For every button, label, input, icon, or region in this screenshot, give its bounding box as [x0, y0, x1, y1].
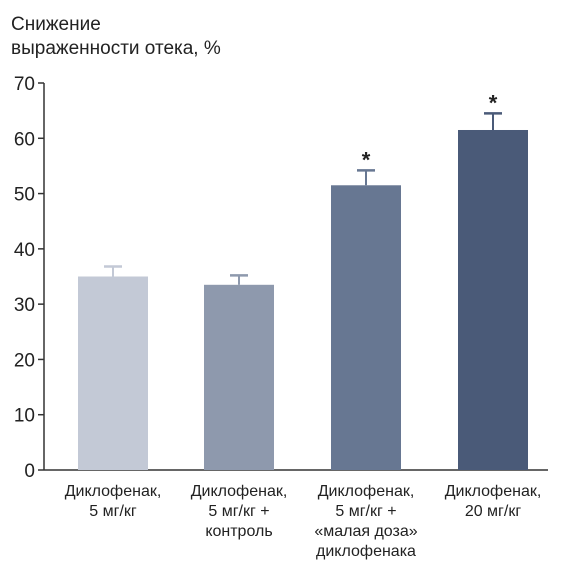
bar-2: [204, 284, 274, 470]
category-label-1-line-1: Диклофенак,: [65, 483, 162, 500]
bars: [78, 129, 528, 470]
significance-markers: **: [362, 90, 498, 172]
significance-star-3: *: [362, 147, 371, 172]
error-bars: [104, 112, 502, 285]
y-tick-label: 70: [14, 74, 35, 95]
y-tick-label: 50: [14, 185, 35, 206]
category-label-4-line-1: Диклофенак,: [445, 483, 542, 500]
category-label-3-line-2: 5 мг/кг +: [335, 503, 396, 520]
significance-star-4: *: [489, 90, 498, 115]
y-axis-label-line-1: выраженности отека, %: [11, 38, 221, 59]
category-label-3-line-3: «малая доза»: [314, 523, 417, 540]
y-tick-label: 0: [24, 461, 35, 482]
category-label-3-line-4: диклофенака: [316, 543, 416, 560]
y-tick-label: 20: [14, 350, 35, 371]
bar-3: [331, 185, 401, 470]
category-label-1-line-2: 5 мг/кг: [89, 503, 137, 520]
y-tick-label: 30: [14, 295, 35, 316]
y-axis-label: Снижение выраженности отека, %: [11, 14, 221, 59]
bar-4: [458, 129, 528, 470]
y-tick-label: 60: [14, 129, 35, 150]
y-tick-label: 10: [14, 406, 35, 427]
bar-1: [78, 276, 148, 470]
category-label-2-line-2: 5 мг/кг +: [208, 503, 269, 520]
y-tick-label: 40: [14, 240, 35, 261]
category-label-2-line-3: контроль: [205, 523, 272, 540]
category-label-4-line-2: 20 мг/кг: [465, 503, 522, 520]
category-labels: Диклофенак, 5 мг/кг Диклофенак, 5 мг/кг + ко…: [65, 483, 542, 560]
category-label-2-line-1: Диклофенак,: [191, 483, 288, 500]
y-axis-label-line-0: Снижение: [11, 14, 101, 35]
category-label-3-line-1: Диклофенак,: [318, 483, 415, 500]
y-ticks: 0 10 20 30 40 50 60 70: [14, 74, 44, 482]
